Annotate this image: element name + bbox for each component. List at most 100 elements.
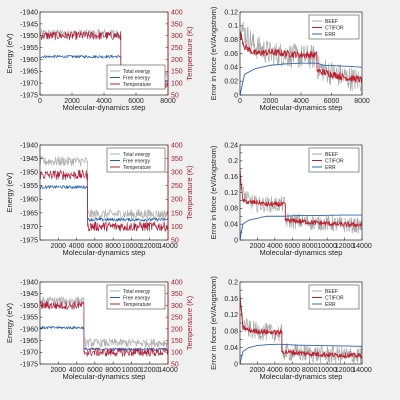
series-group (240, 21, 362, 95)
y-tick-label: 0.2 (228, 158, 238, 165)
x-tick-label: 4000 (267, 243, 283, 250)
y-tick-label: -1950 (20, 303, 38, 310)
x-tick-label: 14000 (352, 367, 372, 374)
series-line-ctifor (240, 294, 362, 359)
series-group (240, 169, 362, 240)
x-tick-label: 6000 (284, 367, 300, 374)
x-tick-label: 4000 (69, 243, 85, 250)
y-axis-label: Energy (eV) (5, 302, 14, 343)
x-tick-label: 2000 (50, 243, 66, 250)
x-tick-label: 2000 (50, 367, 66, 374)
legend-label: Temperature (123, 165, 151, 171)
y-axis-label: Error in force (eV/Angstrom) (209, 6, 218, 100)
y2-tick-label: 100 (171, 350, 183, 357)
x-tick-label: 12000 (140, 243, 160, 250)
y-tick-label: 0.24 (224, 142, 238, 149)
series-line-err (240, 214, 362, 240)
x-tick-label: 14000 (158, 367, 178, 374)
y-tick-label: -1940 (20, 9, 38, 16)
x-tick-label: 6000 (128, 98, 144, 105)
y-tick-label: -1965 (20, 338, 38, 345)
legend-label: CTIFOR (325, 296, 344, 302)
x-tick-label: 14000 (158, 243, 178, 250)
x-tick-label: 8000 (354, 98, 370, 105)
y-tick-label: 0.04 (224, 345, 238, 352)
legend-label: BEEF (325, 152, 338, 158)
y-tick-label: -1940 (20, 279, 38, 286)
legend-label: BEEF (325, 19, 338, 25)
y-tick-label: -1945 (20, 156, 38, 163)
series-line-total-energy (40, 296, 168, 348)
series-line-beef (240, 176, 362, 234)
chart-panel-1: 0 2000 4000 6000 8000 Molecular-dynamics step… (5, 9, 194, 112)
x-tick-label: 10000 (317, 243, 337, 250)
y-tick-label: 0.02 (224, 79, 238, 86)
chart-panel-2: 0 2000 4000 6000 8000 Molecular-dynamics step… (209, 6, 370, 112)
x-tick-label: 4000 (267, 367, 283, 374)
legend-label: ERR (325, 165, 336, 171)
y-tick-label: -1955 (20, 45, 38, 52)
y2-tick-label: 300 (171, 170, 183, 177)
x-tick-label: 8000 (302, 243, 318, 250)
y2-tick-label: 350 (171, 21, 183, 28)
x-tick-label: 2000 (250, 367, 266, 374)
y2-tick-label: 400 (171, 279, 183, 286)
y-axis-label: Error in force (eV/Angstrom) (209, 276, 218, 370)
y-tick-label: 0.06 (224, 51, 238, 58)
legend-label: Total energy (123, 289, 151, 295)
y-tick-label: 0 (234, 361, 238, 368)
y2-axis-label: Temperature (K) (185, 26, 194, 81)
x-tick-label: 10000 (122, 243, 142, 250)
y-tick-label: 0.08 (224, 37, 238, 44)
y-tick-label: -1960 (20, 197, 38, 204)
y-tick-label: -1945 (20, 291, 38, 298)
y2-tick-label: 250 (171, 183, 183, 190)
y-tick-label: -1970 (20, 81, 38, 88)
x-tick-label: 12000 (335, 367, 355, 374)
series-line-temperature (40, 301, 168, 357)
y2-tick-label: 250 (171, 45, 183, 52)
x-tick-label: 4000 (69, 367, 85, 374)
y-tick-label: 0.2 (228, 279, 238, 286)
x-axis-label: Molecular-dynamics step (260, 103, 343, 112)
y-tick-label: -1960 (20, 326, 38, 333)
y-tick-label: 0 (234, 92, 238, 99)
y-tick-label: -1970 (20, 224, 38, 231)
x-tick-label: 6000 (87, 243, 103, 250)
y2-tick-label: 150 (171, 69, 183, 76)
y2-tick-label: 200 (171, 326, 183, 333)
y2-tick-label: 50 (171, 92, 179, 99)
x-tick-label: 8000 (105, 243, 121, 250)
y-tick-label: -1965 (20, 210, 38, 217)
y2-tick-label: 150 (171, 210, 183, 217)
y-tick-label: -1955 (20, 315, 38, 322)
series-line-ctifor (240, 31, 362, 84)
series-line-temperature (40, 169, 168, 232)
series-line-ctifor (240, 169, 362, 228)
y2-tick-label: 300 (171, 303, 183, 310)
x-tick-label: 10000 (317, 367, 337, 374)
y2-tick-label: 100 (171, 81, 183, 88)
y-tick-label: 0.04 (224, 65, 238, 72)
y-tick-label: 0.12 (224, 9, 238, 16)
x-tick-label: 4000 (293, 98, 309, 105)
y-tick-label: 0.16 (224, 296, 238, 303)
legend-label: Free energy (123, 76, 150, 82)
y-axis-label: Error in force (eV/Angstrom) (209, 145, 218, 239)
y2-tick-label: 400 (171, 9, 183, 16)
x-tick-label: 2000 (64, 98, 80, 105)
x-axis-label: Molecular-dynamics step (63, 248, 146, 257)
x-tick-label: 6000 (324, 98, 340, 105)
legend-label: CTIFOR (325, 26, 344, 32)
y-axis-label: Energy (eV) (5, 33, 14, 74)
y-tick-label: -1975 (20, 361, 38, 368)
